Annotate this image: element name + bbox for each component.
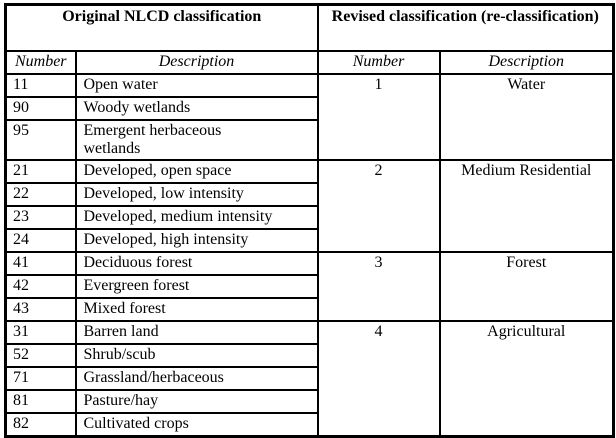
table-row: 24 Developed, high intensity bbox=[4, 228, 614, 253]
original-number-column-header: Number bbox=[4, 50, 77, 75]
table-row: 43 Mixed forest bbox=[4, 297, 614, 322]
table-row: 71 Grassland/herbaceous bbox=[4, 366, 614, 391]
sub-header-row: Number Description Number Description bbox=[4, 50, 615, 75]
revised-number-column-header: Number bbox=[316, 50, 441, 75]
nlcd-description-cell: Barren land bbox=[74, 320, 319, 345]
revised-classification-header: Revised classification (re-classificatio… bbox=[316, 3, 615, 52]
nlcd-description-cell: Woody wetlands bbox=[74, 96, 319, 121]
table-row: 21 Developed, open space 2 Medium Residenti… bbox=[4, 159, 615, 253]
nlcd-number-cell: 42 bbox=[4, 274, 77, 299]
nlcd-number-cell: 22 bbox=[4, 182, 77, 207]
nlcd-number-cell: 24 bbox=[4, 228, 77, 253]
nlcd-description-cell: Deciduous forest bbox=[74, 251, 319, 276]
nlcd-description-cell: Open water bbox=[74, 73, 319, 98]
revised-description-cell: Agricultural bbox=[438, 320, 615, 438]
nlcd-number-cell: 11 bbox=[4, 73, 77, 98]
nlcd-number-cell: 81 bbox=[4, 389, 77, 414]
revised-description-cell: Medium Residential bbox=[438, 159, 615, 253]
nlcd-number-cell: 41 bbox=[4, 251, 77, 276]
nlcd-description-cell: Mixed forest bbox=[74, 297, 319, 322]
table-row: 31 Barren land 4 Agricultural bbox=[4, 320, 615, 438]
nlcd-reclassification-table: Original NLCD classification Revised cla… bbox=[4, 3, 616, 438]
table-header: Original NLCD classification Revised cla… bbox=[4, 3, 615, 75]
revised-description-cell: Water bbox=[438, 73, 615, 161]
nlcd-number-cell: 82 bbox=[4, 412, 77, 438]
nlcd-description-cell: Emergent herbaceous wetlands bbox=[74, 119, 319, 161]
table-row: 23 Developed, medium intensity bbox=[4, 205, 614, 230]
table-row: 42 Evergreen forest bbox=[4, 274, 614, 299]
nlcd-number-cell: 90 bbox=[4, 96, 77, 121]
nlcd-description-cell: Cultivated crops bbox=[74, 412, 319, 438]
page: Original NLCD classification Revised cla… bbox=[4, 3, 616, 438]
group-header-row: Original NLCD classification Revised cla… bbox=[4, 3, 615, 52]
nlcd-number-cell: 43 bbox=[4, 297, 77, 322]
table-row: 22 Developed, low intensity bbox=[4, 182, 614, 207]
table-row: 95 Emergent herbaceous wetlands bbox=[4, 119, 614, 161]
nlcd-description-cell: Evergreen forest bbox=[74, 274, 319, 299]
table-row: 90 Woody wetlands bbox=[4, 96, 614, 121]
nlcd-description-cell: Grassland/herbaceous bbox=[74, 366, 319, 391]
nlcd-number-cell: 95 bbox=[4, 119, 77, 161]
nlcd-number-cell: 21 bbox=[4, 159, 77, 184]
nlcd-description-cell: Pasture/hay bbox=[74, 389, 319, 414]
nlcd-description-cell: Developed, low intensity bbox=[74, 182, 319, 207]
nlcd-number-cell: 71 bbox=[4, 366, 77, 391]
table-row: 11 Open water 1 Water bbox=[4, 73, 615, 161]
nlcd-number-cell: 52 bbox=[4, 343, 77, 368]
table-body: 11 Open water 1 Water 90 Woody wetlands 95 Emer… bbox=[4, 73, 615, 438]
nlcd-description-cell: Developed, medium intensity bbox=[74, 205, 319, 230]
revised-description-cell: Forest bbox=[438, 251, 615, 322]
revised-number-cell: 3 bbox=[316, 251, 441, 322]
nlcd-number-cell: 23 bbox=[4, 205, 77, 230]
table-row: 41 Deciduous forest 3 Forest bbox=[4, 251, 615, 322]
nlcd-number-cell: 31 bbox=[4, 320, 77, 345]
revised-number-cell: 1 bbox=[316, 73, 441, 161]
nlcd-description-cell: Shrub/scub bbox=[74, 343, 319, 368]
table-row: 52 Shrub/scub bbox=[4, 343, 614, 368]
revised-number-cell: 2 bbox=[316, 159, 441, 253]
nlcd-description-cell: Developed, open space bbox=[74, 159, 319, 184]
original-classification-header: Original NLCD classification bbox=[4, 3, 319, 52]
nlcd-description-cell: Developed, high intensity bbox=[74, 228, 319, 253]
original-description-column-header: Description bbox=[74, 50, 319, 75]
revised-number-cell: 4 bbox=[316, 320, 441, 438]
revised-description-column-header: Description bbox=[438, 50, 615, 75]
